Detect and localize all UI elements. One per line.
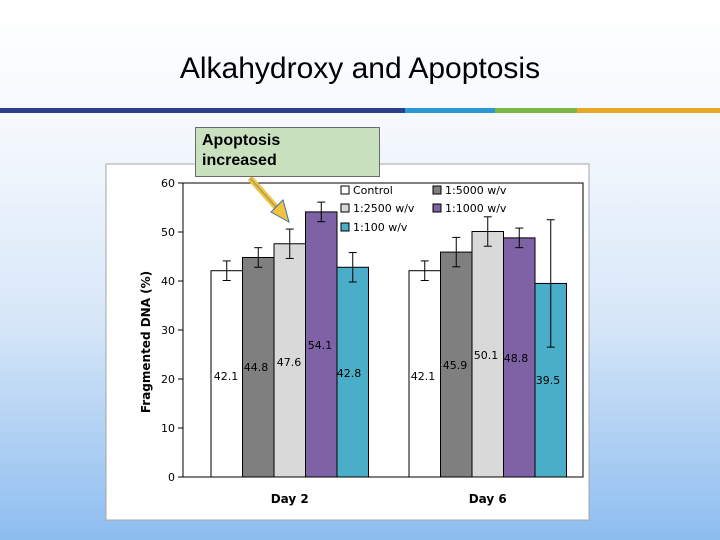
- bar: [273, 243, 306, 478]
- data-label: 42.1: [411, 370, 436, 383]
- legend-swatch: [432, 203, 442, 213]
- data-label: 54.1: [308, 339, 333, 352]
- bar: [210, 270, 243, 478]
- legend-swatch: [340, 185, 350, 195]
- x-tick-label: Day 6: [469, 492, 507, 506]
- data-label: 44.8: [244, 361, 269, 374]
- data-label: 42.1: [214, 370, 239, 383]
- data-label: 47.6: [277, 356, 302, 369]
- bar: [503, 237, 536, 478]
- y-tick-label: 40: [161, 275, 175, 288]
- y-tick-label: 30: [161, 324, 175, 337]
- data-label: 42.8: [337, 367, 362, 380]
- y-tick-label: 20: [161, 373, 175, 386]
- y-tick-label: 10: [161, 422, 175, 435]
- y-tick-label: 60: [161, 177, 175, 190]
- legend-swatch: [340, 222, 350, 232]
- legend-label: Control: [353, 184, 393, 197]
- slide-title: Alkahydroxy and Apoptosis: [179, 52, 541, 85]
- legend-label: 1:1000 w/v: [445, 202, 507, 215]
- legend-swatch: [432, 185, 442, 195]
- y-axis-label: Fragmented DNA (%): [139, 271, 153, 413]
- callout-line-1: Apoptosis: [202, 132, 281, 149]
- legend-label: 1:5000 w/v: [445, 184, 507, 197]
- data-label: 50.1: [474, 349, 499, 362]
- data-label: 39.5: [536, 374, 561, 387]
- data-label: 45.9: [443, 359, 468, 372]
- divider-segment: [577, 108, 720, 113]
- divider-segment: [405, 108, 495, 113]
- callout-line-2: increased: [202, 152, 277, 169]
- y-tick-label: 0: [168, 471, 175, 484]
- divider-segment: [495, 108, 577, 113]
- bar: [471, 231, 504, 478]
- y-tick-label: 50: [161, 226, 175, 239]
- bar: [242, 256, 275, 478]
- callout-arrow-head: [270, 199, 290, 224]
- divider-segment: [0, 108, 405, 113]
- title-divider: [0, 108, 720, 113]
- data-label: 48.8: [504, 352, 529, 365]
- legend-label: 1:2500 w/v: [353, 202, 415, 215]
- legend-label: 1:100 w/v: [353, 221, 408, 234]
- x-tick-label: Day 2: [271, 492, 309, 506]
- bar: [336, 266, 369, 478]
- legend-swatch: [340, 203, 350, 213]
- callout-box: Apoptosis increased: [195, 127, 380, 177]
- bar: [305, 211, 338, 478]
